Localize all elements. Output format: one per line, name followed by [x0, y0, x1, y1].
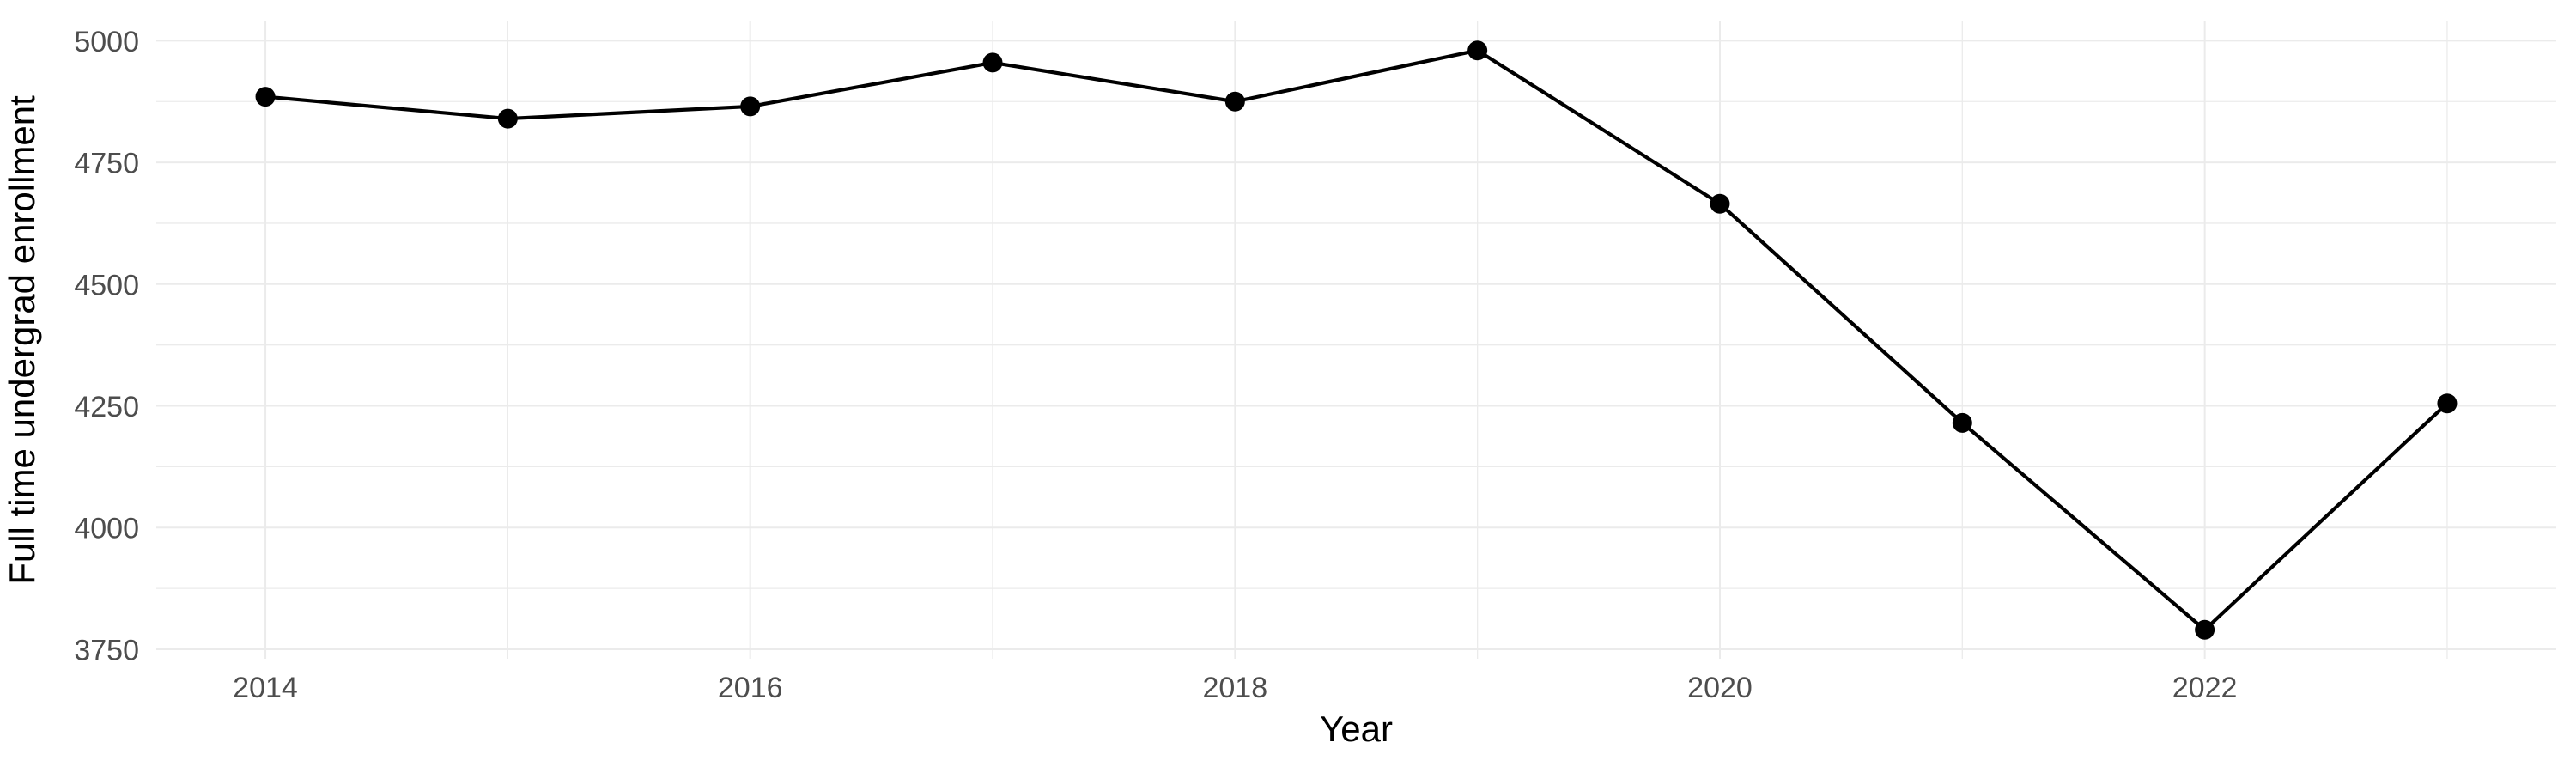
svg-text:5000: 5000 — [74, 26, 139, 58]
svg-text:4500: 4500 — [74, 269, 139, 301]
svg-text:2018: 2018 — [1202, 672, 1267, 704]
svg-text:4000: 4000 — [74, 513, 139, 545]
svg-text:2022: 2022 — [2172, 672, 2238, 704]
svg-text:3750: 3750 — [74, 634, 139, 666]
svg-text:2016: 2016 — [718, 672, 783, 704]
svg-text:Year: Year — [1320, 709, 1393, 749]
svg-text:4750: 4750 — [74, 148, 139, 180]
svg-text:2020: 2020 — [1687, 672, 1753, 704]
svg-text:2014: 2014 — [233, 672, 298, 704]
svg-text:4250: 4250 — [74, 391, 139, 423]
svg-text:Full time undergrad enrollment: Full time undergrad enrollment — [2, 95, 42, 585]
